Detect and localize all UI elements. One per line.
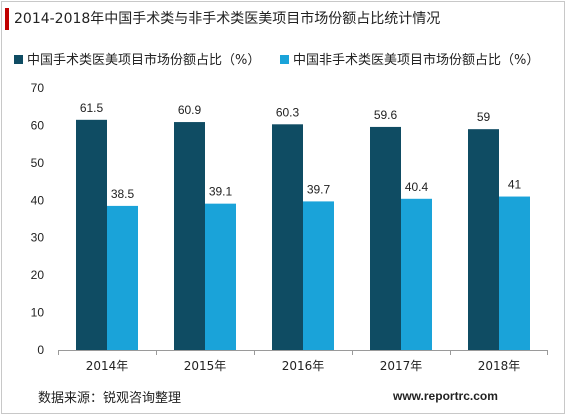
data-label: 60.9 (178, 103, 202, 117)
bar-2-2015年 (205, 203, 236, 350)
source-note: 数据来源：锐观咨询整理 (38, 391, 182, 406)
title-accent-bar (5, 8, 9, 30)
y-tick-label: 70 (31, 81, 45, 95)
x-tick-label: 2014年 (86, 359, 129, 373)
y-tick-label: 50 (31, 156, 45, 170)
x-tick-label: 2017年 (380, 359, 423, 373)
y-tick-label: 60 (31, 118, 45, 132)
bar-1-2015年 (174, 122, 205, 350)
legend-label-1: 中国手术类医美项目市场份额占比（%） (27, 52, 260, 68)
y-tick-label: 0 (37, 343, 44, 357)
legend-swatch-1 (14, 55, 23, 64)
data-label: 39.7 (307, 182, 331, 196)
bar-1-2014年 (76, 119, 107, 350)
bar-1-2018年 (468, 129, 499, 350)
bar-1-2016年 (272, 124, 303, 350)
y-tick-label: 20 (31, 268, 45, 282)
data-label: 61.5 (80, 101, 104, 115)
website-watermark: www.reportrc.com (393, 389, 498, 403)
data-label: 59.6 (374, 108, 398, 122)
data-label: 60.3 (276, 105, 300, 119)
y-tick-label: 10 (31, 306, 45, 320)
y-tick-label: 40 (31, 193, 45, 207)
legend-swatch-2 (280, 55, 289, 64)
bar-1-2017年 (370, 126, 401, 350)
data-label: 39.1 (209, 185, 233, 199)
bar-2-2018年 (499, 196, 530, 350)
y-tick-label: 30 (31, 231, 45, 245)
legend-label-2: 中国非手术类医美项目市场份额占比（%） (293, 52, 539, 68)
data-label: 40.4 (405, 180, 429, 194)
x-tick-label: 2015年 (184, 359, 227, 373)
data-label: 41 (508, 178, 522, 192)
bar-2-2017年 (401, 198, 432, 350)
bar-2-2014年 (107, 205, 138, 350)
data-label: 59 (477, 110, 491, 124)
data-label: 38.5 (111, 187, 135, 201)
chart-title: 2014-2018年中国手术类与非手术类医美项目市场份额占比统计情况 (14, 11, 441, 27)
x-tick-label: 2016年 (282, 359, 325, 373)
bar-2-2016年 (303, 201, 334, 350)
x-tick-label: 2018年 (478, 359, 521, 373)
